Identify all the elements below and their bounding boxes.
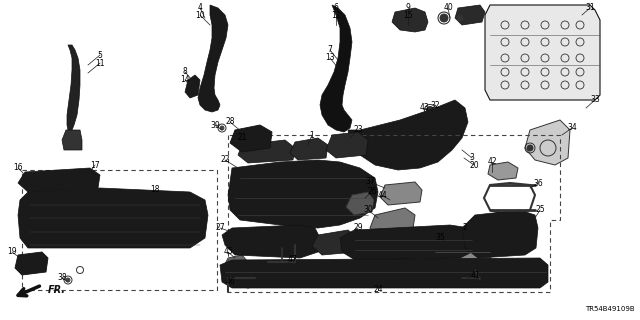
Text: 13: 13 [325, 53, 335, 62]
Text: 18: 18 [150, 186, 160, 195]
Text: 8: 8 [182, 68, 188, 76]
Polygon shape [222, 225, 320, 258]
Text: 35: 35 [435, 233, 445, 242]
Text: 37: 37 [365, 178, 375, 187]
Text: 6: 6 [333, 4, 339, 12]
Polygon shape [370, 208, 415, 238]
Text: 39: 39 [210, 121, 220, 130]
Polygon shape [488, 162, 518, 180]
Text: 36: 36 [533, 179, 543, 188]
Text: 1: 1 [310, 131, 314, 140]
Text: 5: 5 [97, 51, 102, 60]
Polygon shape [230, 125, 272, 152]
Polygon shape [238, 140, 295, 163]
Text: 11: 11 [95, 59, 105, 68]
Text: 31: 31 [585, 4, 595, 12]
Text: 46: 46 [225, 277, 235, 286]
Text: 47: 47 [287, 255, 297, 265]
Polygon shape [320, 5, 352, 132]
Polygon shape [15, 252, 48, 275]
Text: 28: 28 [225, 117, 235, 126]
Text: 10: 10 [195, 11, 205, 20]
Polygon shape [290, 138, 328, 160]
Text: 3: 3 [470, 154, 474, 163]
Text: 23: 23 [353, 125, 363, 134]
Text: 4: 4 [198, 4, 202, 12]
Polygon shape [435, 108, 462, 138]
Text: 12: 12 [332, 11, 340, 20]
Text: 15: 15 [403, 11, 413, 20]
Polygon shape [525, 120, 570, 165]
Polygon shape [228, 160, 378, 228]
Text: TR54B49109B: TR54B49109B [586, 306, 635, 312]
Polygon shape [340, 225, 475, 260]
Polygon shape [185, 75, 200, 98]
Polygon shape [346, 192, 374, 215]
Text: 33: 33 [590, 95, 600, 105]
Text: 34: 34 [567, 124, 577, 132]
Polygon shape [220, 258, 548, 288]
Text: 41: 41 [470, 270, 480, 279]
Text: 2: 2 [463, 223, 467, 233]
Polygon shape [380, 182, 422, 205]
Polygon shape [222, 255, 248, 278]
Text: 43: 43 [420, 103, 430, 113]
Text: 45: 45 [223, 247, 233, 257]
Polygon shape [18, 188, 208, 248]
Polygon shape [18, 168, 100, 192]
Text: 30: 30 [363, 205, 373, 214]
Polygon shape [455, 5, 485, 25]
Circle shape [440, 14, 448, 22]
Text: 32: 32 [430, 100, 440, 109]
Text: 7: 7 [328, 45, 332, 54]
Text: 42: 42 [487, 157, 497, 166]
Circle shape [527, 145, 533, 151]
Text: 44: 44 [377, 190, 387, 199]
Text: 26: 26 [367, 188, 377, 196]
Polygon shape [462, 210, 538, 258]
Circle shape [457, 15, 463, 21]
Circle shape [220, 126, 224, 130]
Polygon shape [312, 230, 358, 255]
Text: 40: 40 [443, 4, 453, 12]
Polygon shape [67, 45, 80, 132]
Polygon shape [485, 5, 600, 100]
Circle shape [426, 107, 433, 114]
Circle shape [460, 276, 465, 281]
Text: 16: 16 [13, 164, 23, 172]
Text: 25: 25 [535, 205, 545, 214]
Text: FR.: FR. [48, 285, 66, 295]
Text: 19: 19 [7, 247, 17, 257]
Text: 29: 29 [353, 223, 363, 233]
Polygon shape [348, 100, 468, 170]
Polygon shape [198, 5, 228, 112]
Polygon shape [392, 8, 428, 32]
Text: 27: 27 [215, 223, 225, 233]
Text: 22: 22 [220, 156, 230, 164]
Polygon shape [426, 235, 492, 268]
Circle shape [66, 278, 70, 282]
Text: 24: 24 [373, 285, 383, 294]
Polygon shape [326, 132, 368, 158]
Polygon shape [62, 130, 82, 150]
Text: 21: 21 [237, 133, 247, 142]
Circle shape [245, 282, 251, 288]
Text: 17: 17 [90, 161, 100, 170]
Text: 14: 14 [180, 76, 190, 84]
Text: 9: 9 [406, 4, 410, 12]
Text: 20: 20 [469, 161, 479, 170]
Text: 38: 38 [57, 274, 67, 283]
